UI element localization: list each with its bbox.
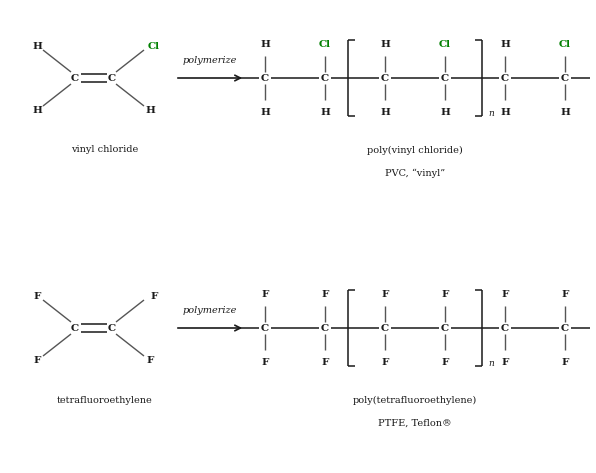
Text: F: F bbox=[33, 291, 41, 300]
Text: H: H bbox=[380, 40, 390, 49]
Text: H: H bbox=[440, 107, 450, 116]
Text: H: H bbox=[320, 107, 330, 116]
Text: F: F bbox=[381, 358, 389, 367]
Text: C: C bbox=[381, 324, 389, 333]
Text: F: F bbox=[150, 291, 158, 300]
Text: F: F bbox=[33, 356, 41, 365]
Text: F: F bbox=[561, 289, 569, 298]
Text: H: H bbox=[380, 107, 390, 116]
Text: H: H bbox=[500, 40, 510, 49]
Text: C: C bbox=[108, 73, 116, 82]
Text: C: C bbox=[561, 73, 569, 82]
Text: H: H bbox=[500, 107, 510, 116]
Text: F: F bbox=[261, 289, 269, 298]
Text: tetrafluoroethylene: tetrafluoroethylene bbox=[57, 395, 153, 404]
Text: Cl: Cl bbox=[439, 40, 451, 49]
Text: F: F bbox=[501, 358, 509, 367]
Text: vinyl chloride: vinyl chloride bbox=[72, 146, 139, 155]
Text: poly(vinyl chloride): poly(vinyl chloride) bbox=[367, 145, 463, 155]
Text: F: F bbox=[381, 289, 389, 298]
Text: C: C bbox=[321, 73, 329, 82]
Text: F: F bbox=[561, 358, 569, 367]
Text: n: n bbox=[488, 359, 494, 368]
Text: C: C bbox=[71, 324, 79, 333]
Text: Cl: Cl bbox=[319, 40, 331, 49]
Text: PTFE, Teflon®: PTFE, Teflon® bbox=[378, 419, 452, 428]
Text: C: C bbox=[261, 324, 269, 333]
Text: H: H bbox=[32, 105, 42, 114]
Text: C: C bbox=[261, 73, 269, 82]
Text: C: C bbox=[501, 73, 509, 82]
Text: F: F bbox=[146, 356, 154, 365]
Text: F: F bbox=[321, 289, 328, 298]
Text: polymerize: polymerize bbox=[183, 306, 237, 315]
Text: C: C bbox=[441, 324, 449, 333]
Text: F: F bbox=[441, 358, 449, 367]
Text: H: H bbox=[32, 42, 42, 51]
Text: poly(tetrafluoroethylene): poly(tetrafluoroethylene) bbox=[353, 395, 477, 404]
Text: F: F bbox=[261, 358, 269, 367]
Text: F: F bbox=[441, 289, 449, 298]
Text: F: F bbox=[321, 358, 328, 367]
Text: C: C bbox=[441, 73, 449, 82]
Text: C: C bbox=[321, 324, 329, 333]
Text: n: n bbox=[488, 108, 494, 117]
Text: Cl: Cl bbox=[148, 42, 160, 51]
Text: C: C bbox=[108, 324, 116, 333]
Text: H: H bbox=[260, 40, 270, 49]
Text: C: C bbox=[501, 324, 509, 333]
Text: Cl: Cl bbox=[559, 40, 571, 49]
Text: C: C bbox=[561, 324, 569, 333]
Text: C: C bbox=[381, 73, 389, 82]
Text: H: H bbox=[260, 107, 270, 116]
Text: C: C bbox=[71, 73, 79, 82]
Text: F: F bbox=[501, 289, 509, 298]
Text: H: H bbox=[560, 107, 570, 116]
Text: PVC, “vinyl”: PVC, “vinyl” bbox=[385, 168, 445, 178]
Text: H: H bbox=[145, 105, 155, 114]
Text: polymerize: polymerize bbox=[183, 55, 237, 64]
